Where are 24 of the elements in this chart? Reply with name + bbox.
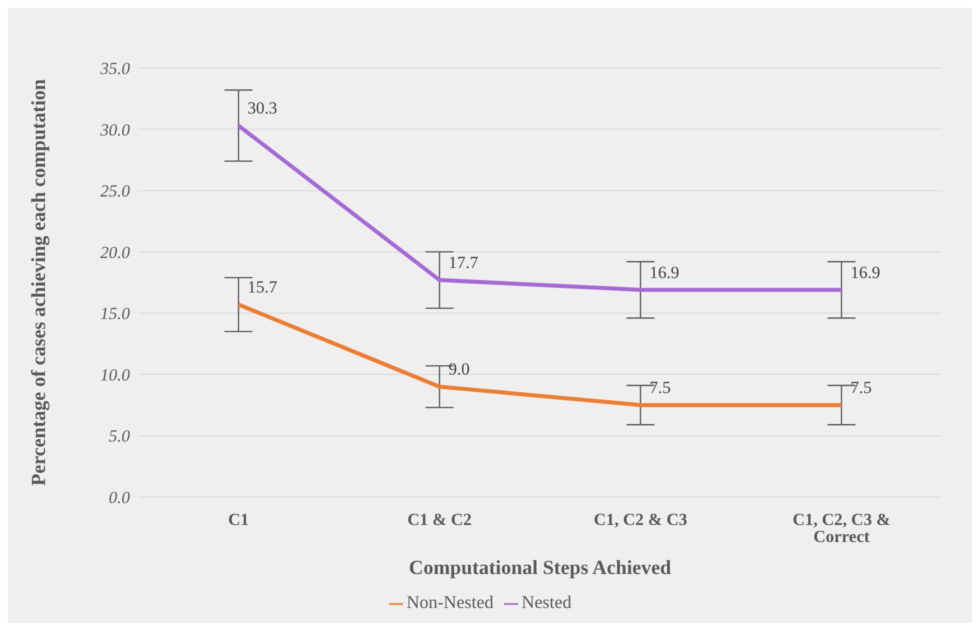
y-axis-title: Percentage of cases achieving each computation bbox=[28, 79, 50, 486]
data-label: 16.9 bbox=[850, 262, 880, 282]
y-tick-label: 15.0 bbox=[100, 304, 130, 324]
legend-label: Nested bbox=[522, 592, 572, 612]
y-tick-label: 0.0 bbox=[108, 488, 130, 508]
data-label: 9.0 bbox=[448, 360, 470, 379]
y-tick-label: 5.0 bbox=[108, 426, 130, 446]
x-tick-label: C1 & C2 bbox=[407, 510, 472, 530]
data-label: 7.5 bbox=[650, 378, 671, 398]
y-tick-label: 30.0 bbox=[99, 120, 130, 140]
data-label: 7.5 bbox=[850, 378, 872, 398]
data-label: 15.7 bbox=[248, 278, 278, 297]
x-tick-label: C1, C2, C3 & Correct bbox=[792, 510, 890, 546]
data-label: 16.9 bbox=[650, 262, 680, 282]
y-tick-label: 20.0 bbox=[100, 242, 130, 262]
y-tick-label: 25.0 bbox=[100, 182, 130, 201]
x-axis-title: Computational Steps Achieved bbox=[408, 557, 672, 579]
y-tick-label: 10.0 bbox=[100, 365, 130, 384]
legend-label: Non-Nested bbox=[406, 592, 494, 612]
data-label: 17.7 bbox=[448, 253, 479, 272]
x-tick-label: C1 bbox=[228, 510, 249, 530]
data-label: 30.3 bbox=[248, 98, 278, 118]
y-tick-label: 35.0 bbox=[99, 59, 130, 78]
x-tick-label: C1, C2 & C3 bbox=[594, 510, 688, 530]
